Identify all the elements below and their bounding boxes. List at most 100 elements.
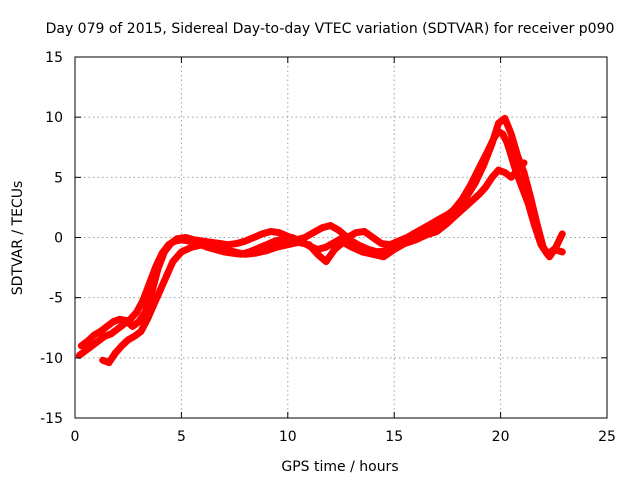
data-point [242,251,249,258]
data-point [220,246,228,253]
data-point [514,152,521,159]
data-point [273,243,281,251]
data-point [163,272,170,280]
x-tick-label: 25 [598,429,616,445]
data-point [369,251,377,258]
data-point [327,222,334,229]
data-point [380,253,387,260]
data-point [412,229,419,236]
data-point [322,258,330,265]
data-point [433,228,440,235]
data-point [110,318,117,325]
data-point [118,342,126,349]
data-point [322,243,330,251]
data-point [114,325,121,333]
data-point [178,248,185,256]
y-tick-label: 10 [45,110,63,126]
data-point [501,169,509,176]
data-point [252,249,260,257]
data-point [137,328,145,335]
data-point [520,159,528,167]
data-point [305,241,313,248]
data-point [378,240,385,247]
data-point [167,240,174,247]
data-point [501,115,509,122]
x-tick-label: 15 [385,429,403,445]
data-point [233,240,240,247]
data-point [107,330,115,337]
chart-title: Day 079 of 2015, Sidereal Day-to-day VTE… [46,21,615,37]
data-point [420,224,428,232]
x-tick-label: 0 [71,429,80,445]
data-point [263,247,270,254]
data-point [508,130,515,138]
data-point [318,224,326,232]
data-point [518,183,526,191]
data-point [267,228,274,235]
data-point [465,200,472,208]
data-point [422,231,430,239]
x-tick-label: 20 [492,429,510,445]
data-point [559,248,566,256]
data-point [99,357,106,364]
y-tick-label: -10 [40,351,63,367]
data-point [105,359,113,366]
data-point [331,246,338,253]
data-point [331,239,338,246]
data-point [284,241,291,248]
data-point [125,336,132,343]
data-point [391,246,398,253]
data-point [301,234,309,241]
data-point [199,241,206,248]
data-point [95,337,102,345]
data-point [271,237,279,245]
data-point [499,130,506,138]
data-point [437,215,445,222]
data-point [482,183,489,191]
data-point [169,258,177,265]
data-point [88,342,96,349]
data-point [533,219,540,227]
data-point [335,227,343,234]
data-point [495,166,502,174]
data-point [539,243,547,251]
data-point [476,190,483,198]
x-tick-label: 5 [177,429,186,445]
series-track-3-band [99,159,528,367]
data-point [454,210,462,217]
data-point [348,243,355,251]
data-point [182,234,189,241]
data-point [259,230,266,238]
data-point [295,239,302,246]
y-tick-label: -5 [49,291,63,307]
data-point [276,229,283,236]
data-point [339,239,347,246]
ticks: 0 5 10 15 20 25 -15 -10 -5 0 5 10 15 [40,50,616,445]
x-axis-label: GPS time / hours [281,459,398,475]
data-point [210,243,217,251]
data-point [310,229,317,236]
data-point [284,233,291,240]
y-axis-label: SDTVAR / TECUs [10,181,26,296]
data-point [429,219,436,227]
data-point [156,287,164,294]
data-point [503,139,511,146]
data-point [386,241,394,248]
data-point [250,234,257,241]
data-point [344,234,351,241]
data-point [463,193,470,200]
data-point [488,174,496,181]
data-point [78,342,85,349]
data-point [150,301,157,309]
data-point [527,193,534,200]
data-point [112,349,119,357]
y-tick-label: 15 [45,50,63,66]
data-point [116,316,123,323]
data-point [103,323,111,330]
data-point [520,169,528,176]
data-point [471,180,479,187]
data-point [190,236,198,244]
data-point [144,316,151,323]
data-point [508,152,515,159]
